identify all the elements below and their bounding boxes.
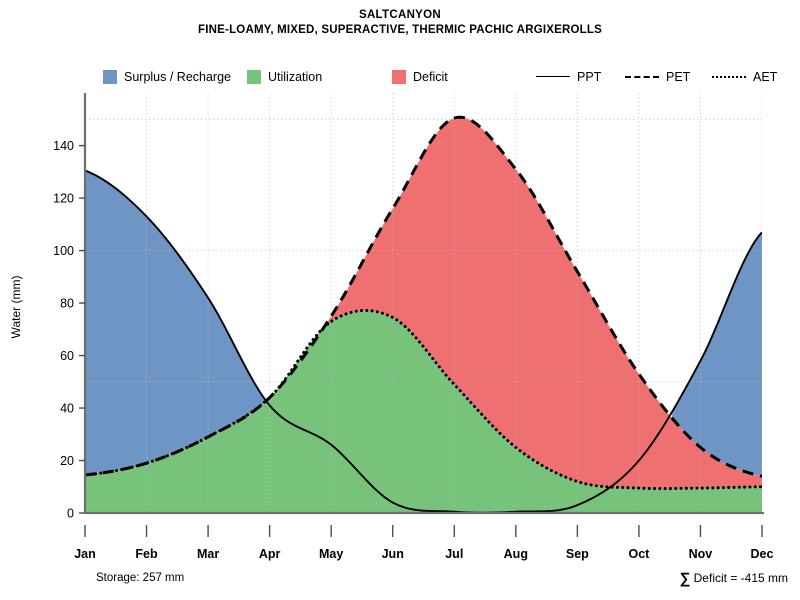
y-tick-label: 80 [60, 297, 74, 311]
legend-label-ppt: PPT [577, 70, 602, 84]
sigma-icon: ∑ [679, 570, 691, 587]
legend-swatch-utilization [247, 70, 261, 84]
x-tick-label-jul: Jul [445, 547, 463, 561]
x-tick-label-dec: Dec [751, 547, 774, 561]
legend-label-aet: AET [753, 70, 778, 84]
deficit-annotation-text: Deficit = -415 mm [693, 571, 788, 585]
x-tick-label-apr: Apr [259, 547, 281, 561]
legend-label-surplus: Surplus / Recharge [124, 70, 232, 84]
y-tick-label: 0 [67, 507, 74, 521]
legend-line-dotted-icon [712, 71, 746, 83]
deficit-annotation: ∑ Deficit = -415 mm [680, 570, 788, 587]
legend-item-utilization: Utilization [247, 68, 322, 86]
y-tick-label: 140 [53, 139, 74, 153]
x-tick-label-jan: Jan [74, 547, 96, 561]
x-tick-label-feb: Feb [135, 547, 158, 561]
legend-item-surplus: Surplus / Recharge [103, 68, 231, 86]
x-tick-label-mar: Mar [197, 547, 219, 561]
y-tick-label: 60 [60, 349, 74, 363]
y-tick-label: 20 [60, 454, 74, 468]
x-tick-label-aug: Aug [504, 547, 528, 561]
chart-title-block: SALTCANYON FINE-LOAMY, MIXED, SUPERACTIV… [0, 8, 800, 38]
legend-item-ppt: PPT [536, 68, 601, 86]
y-tick-label: 100 [53, 244, 74, 258]
legend-label-pet: PET [666, 70, 691, 84]
legend-label-utilization: Utilization [268, 70, 323, 84]
x-tick-label-may: May [319, 547, 343, 561]
legend-swatch-surplus [103, 70, 117, 84]
chart-legend: Surplus / Recharge Utilization Deficit P… [0, 68, 800, 86]
y-axis-title: Water (mm) [9, 276, 23, 339]
legend-line-dashed-icon [625, 71, 659, 83]
x-tick-label-jun: Jun [382, 547, 404, 561]
x-tick-label-nov: Nov [689, 547, 713, 561]
legend-item-deficit: Deficit [392, 68, 448, 86]
legend-label-deficit: Deficit [413, 70, 448, 84]
x-tick-label-sep: Sep [566, 547, 589, 561]
page-title: SALTCANYON [358, 9, 441, 21]
legend-item-aet: AET [712, 68, 777, 86]
legend-item-pet: PET [625, 68, 690, 86]
y-tick-label: 120 [53, 192, 74, 206]
legend-swatch-deficit [392, 70, 406, 84]
page-subtitle: FINE-LOAMY, MIXED, SUPERACTIVE, THERMIC … [198, 24, 602, 36]
x-tick-label-oct: Oct [628, 547, 650, 561]
legend-line-solid-icon [536, 71, 570, 83]
storage-annotation: Storage: 257 mm [96, 572, 185, 584]
y-tick-label: 40 [60, 402, 74, 416]
